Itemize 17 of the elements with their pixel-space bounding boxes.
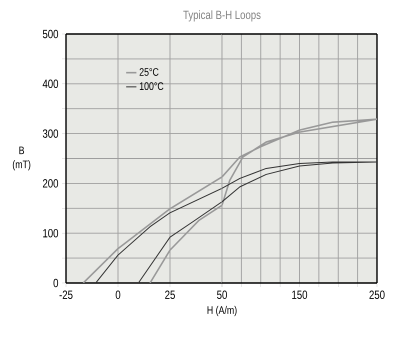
x-tick-label: 25 bbox=[165, 290, 175, 300]
x-tick-label: 0 bbox=[116, 290, 120, 300]
x-axis-title: H (A/m) bbox=[208, 306, 237, 316]
chart-title: Typical B-H Loops bbox=[183, 10, 261, 22]
x-tick-label: 150 bbox=[292, 290, 308, 300]
y-tick-label: 100 bbox=[43, 228, 58, 238]
y-tick-label: 400 bbox=[42, 80, 58, 88]
legend-label: 25°C bbox=[140, 68, 159, 76]
y-tick-label: 300 bbox=[42, 129, 58, 138]
y-axis-title: B (mT) bbox=[12, 146, 30, 170]
legend-label: 100°C bbox=[140, 82, 164, 90]
y-tick-label: 500 bbox=[42, 30, 58, 38]
y-tick-label: 0 bbox=[54, 278, 58, 288]
y-tick-label: 200 bbox=[42, 179, 58, 188]
x-tick-label: 250 bbox=[369, 290, 385, 300]
x-tick-label: 50 bbox=[217, 290, 227, 300]
x-tick-label: -25 bbox=[59, 290, 73, 300]
